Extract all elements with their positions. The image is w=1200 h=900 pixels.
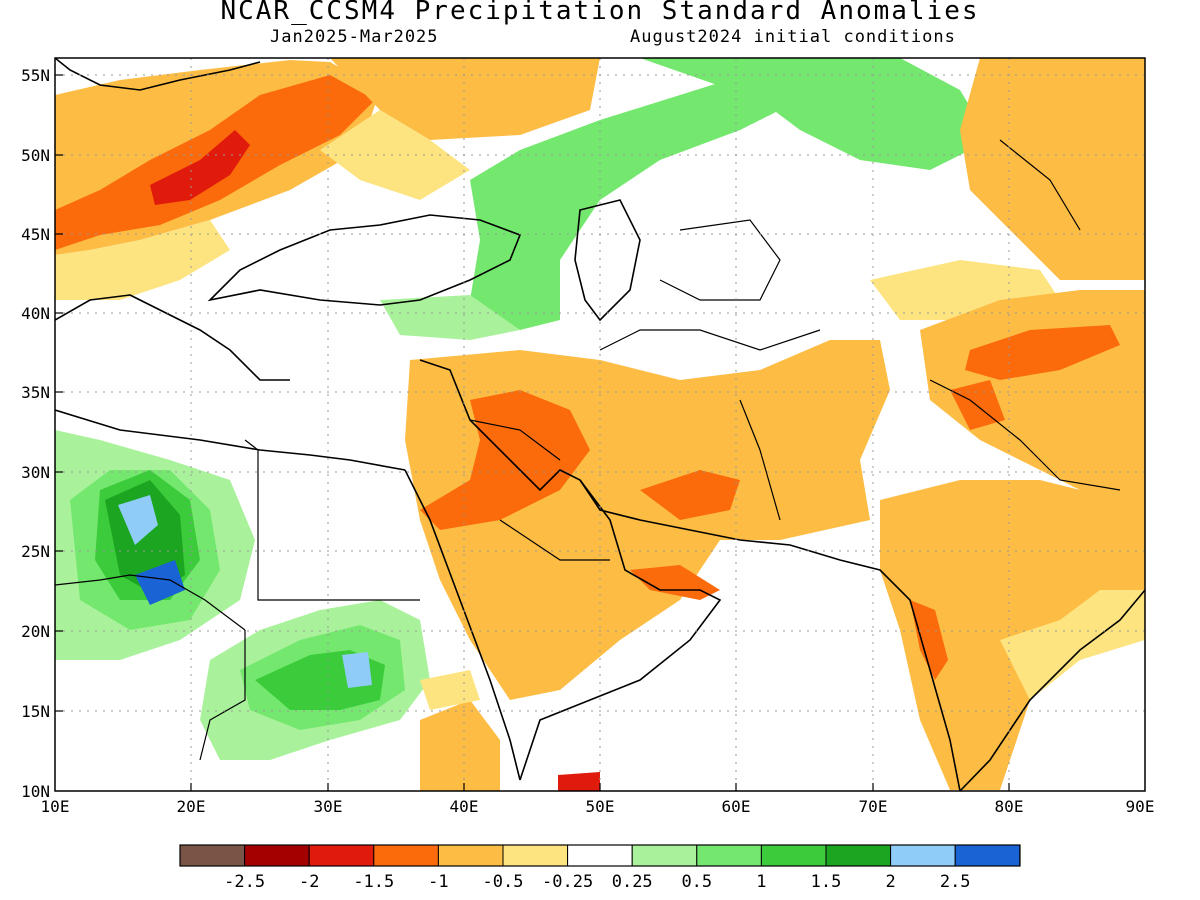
dry-europe-light xyxy=(55,220,230,300)
colorbar-label-3: -1 xyxy=(428,872,448,892)
wet-central-asia xyxy=(640,58,990,170)
colorbar-label-4: -0.5 xyxy=(483,872,524,892)
colorbar-bin-3 xyxy=(373,844,439,867)
colorbar-label-5: -0.25 xyxy=(542,872,593,892)
dry-iran-strong xyxy=(640,470,740,520)
dry-northeast xyxy=(960,58,1145,280)
colorbar-bin-11 xyxy=(890,844,956,867)
colorbar-label-6: 0.25 xyxy=(612,872,653,892)
latitude-labels: 55N 50N 45N 40N 35N 30N 25N 20N 15N 10N xyxy=(21,66,50,801)
dry-horn-of-africa xyxy=(420,700,500,791)
colorbar-bin-4 xyxy=(437,844,504,867)
lon-label-10e: 10E xyxy=(41,797,70,816)
colorbar-bin-12 xyxy=(954,844,1021,867)
colorbar-bin-2 xyxy=(308,844,375,867)
wet-caucasus xyxy=(470,70,800,330)
wet-caucasus-light xyxy=(380,295,520,340)
dry-india xyxy=(880,480,1145,790)
dry-europe-very-strong xyxy=(150,130,250,205)
colorbar-bin-10 xyxy=(825,844,892,867)
coastlines xyxy=(55,58,1145,791)
forecast-period: Jan2025-Mar2025 xyxy=(270,27,439,47)
lon-label-90e: 90E xyxy=(1126,797,1155,816)
lat-label-50n: 50N xyxy=(21,146,50,165)
map-title: NCAR_CCSM4 Precipitation Standard Anomal… xyxy=(220,0,980,26)
lat-label-25n: 25N xyxy=(21,542,50,561)
longitude-labels: 10E 20E 30E 40E 50E 60E 70E 80E 90E xyxy=(41,797,1155,816)
lon-label-70e: 70E xyxy=(859,797,888,816)
political-borders xyxy=(55,139,1121,761)
lon-label-80e: 80E xyxy=(995,797,1024,816)
lon-label-60e: 60E xyxy=(722,797,751,816)
colorbar-label-7: 0.5 xyxy=(681,872,712,892)
colorbar-label-11: 2.5 xyxy=(940,872,971,892)
dry-russia-moderate xyxy=(330,58,600,140)
wet-sudan-peak xyxy=(342,652,372,688)
colorbar-bin-0 xyxy=(179,844,246,867)
lat-label-15n: 15N xyxy=(21,702,50,721)
wet-sahara-peak-north xyxy=(118,495,158,545)
colorbar-bin-5 xyxy=(502,844,569,867)
lat-label-35n: 35N xyxy=(21,383,50,402)
wet-sahara-peak-south xyxy=(135,560,185,605)
colorbar xyxy=(179,844,1021,867)
anomaly-field xyxy=(55,58,1145,791)
lon-label-40e: 40E xyxy=(450,797,479,816)
colorbar-frame xyxy=(179,844,1021,867)
lon-label-30e: 30E xyxy=(314,797,343,816)
lat-label-20n: 20N xyxy=(21,622,50,641)
colorbar-label-10: 2 xyxy=(885,872,895,892)
colorbar-label-9: 1.5 xyxy=(811,872,842,892)
axis-ticks xyxy=(55,74,1010,791)
initial-conditions: August2024 initial conditions xyxy=(630,27,956,47)
colorbar-bin-6 xyxy=(567,844,633,867)
dry-iraq-strong xyxy=(420,390,590,530)
colorbar-labels: -2.5 -2 -1.5 -1 -0.5 -0.25 0.25 0.5 1 1.… xyxy=(224,872,970,892)
colorbar-bin-8 xyxy=(696,844,762,867)
dry-oman-strong xyxy=(630,565,720,600)
lon-label-50e: 50E xyxy=(586,797,615,816)
colorbar-label-2: -1.5 xyxy=(353,872,394,892)
lat-label-55n: 55N xyxy=(21,66,50,85)
lat-label-10n: 10N xyxy=(21,782,50,801)
lat-label-30n: 30N xyxy=(21,463,50,482)
colorbar-label-8: 1 xyxy=(756,872,766,892)
dry-horn-light xyxy=(420,670,480,710)
colorbar-label-0: -2.5 xyxy=(224,872,265,892)
dry-india-light xyxy=(1000,590,1145,700)
gridlines xyxy=(55,58,1145,791)
dry-himalaya-strong xyxy=(965,325,1120,380)
colorbar-bin-7 xyxy=(631,844,698,867)
dry-russia-light xyxy=(320,110,470,200)
dry-india-west-strong xyxy=(910,600,948,680)
lon-label-20e: 20E xyxy=(177,797,206,816)
colorbar-bin-9 xyxy=(760,844,827,867)
dry-somalia-strong xyxy=(558,772,600,791)
colorbar-label-1: -2 xyxy=(299,872,319,892)
colorbar-bin-1 xyxy=(244,844,310,867)
lat-label-40n: 40N xyxy=(21,304,50,323)
lat-label-45n: 45N xyxy=(21,225,50,244)
